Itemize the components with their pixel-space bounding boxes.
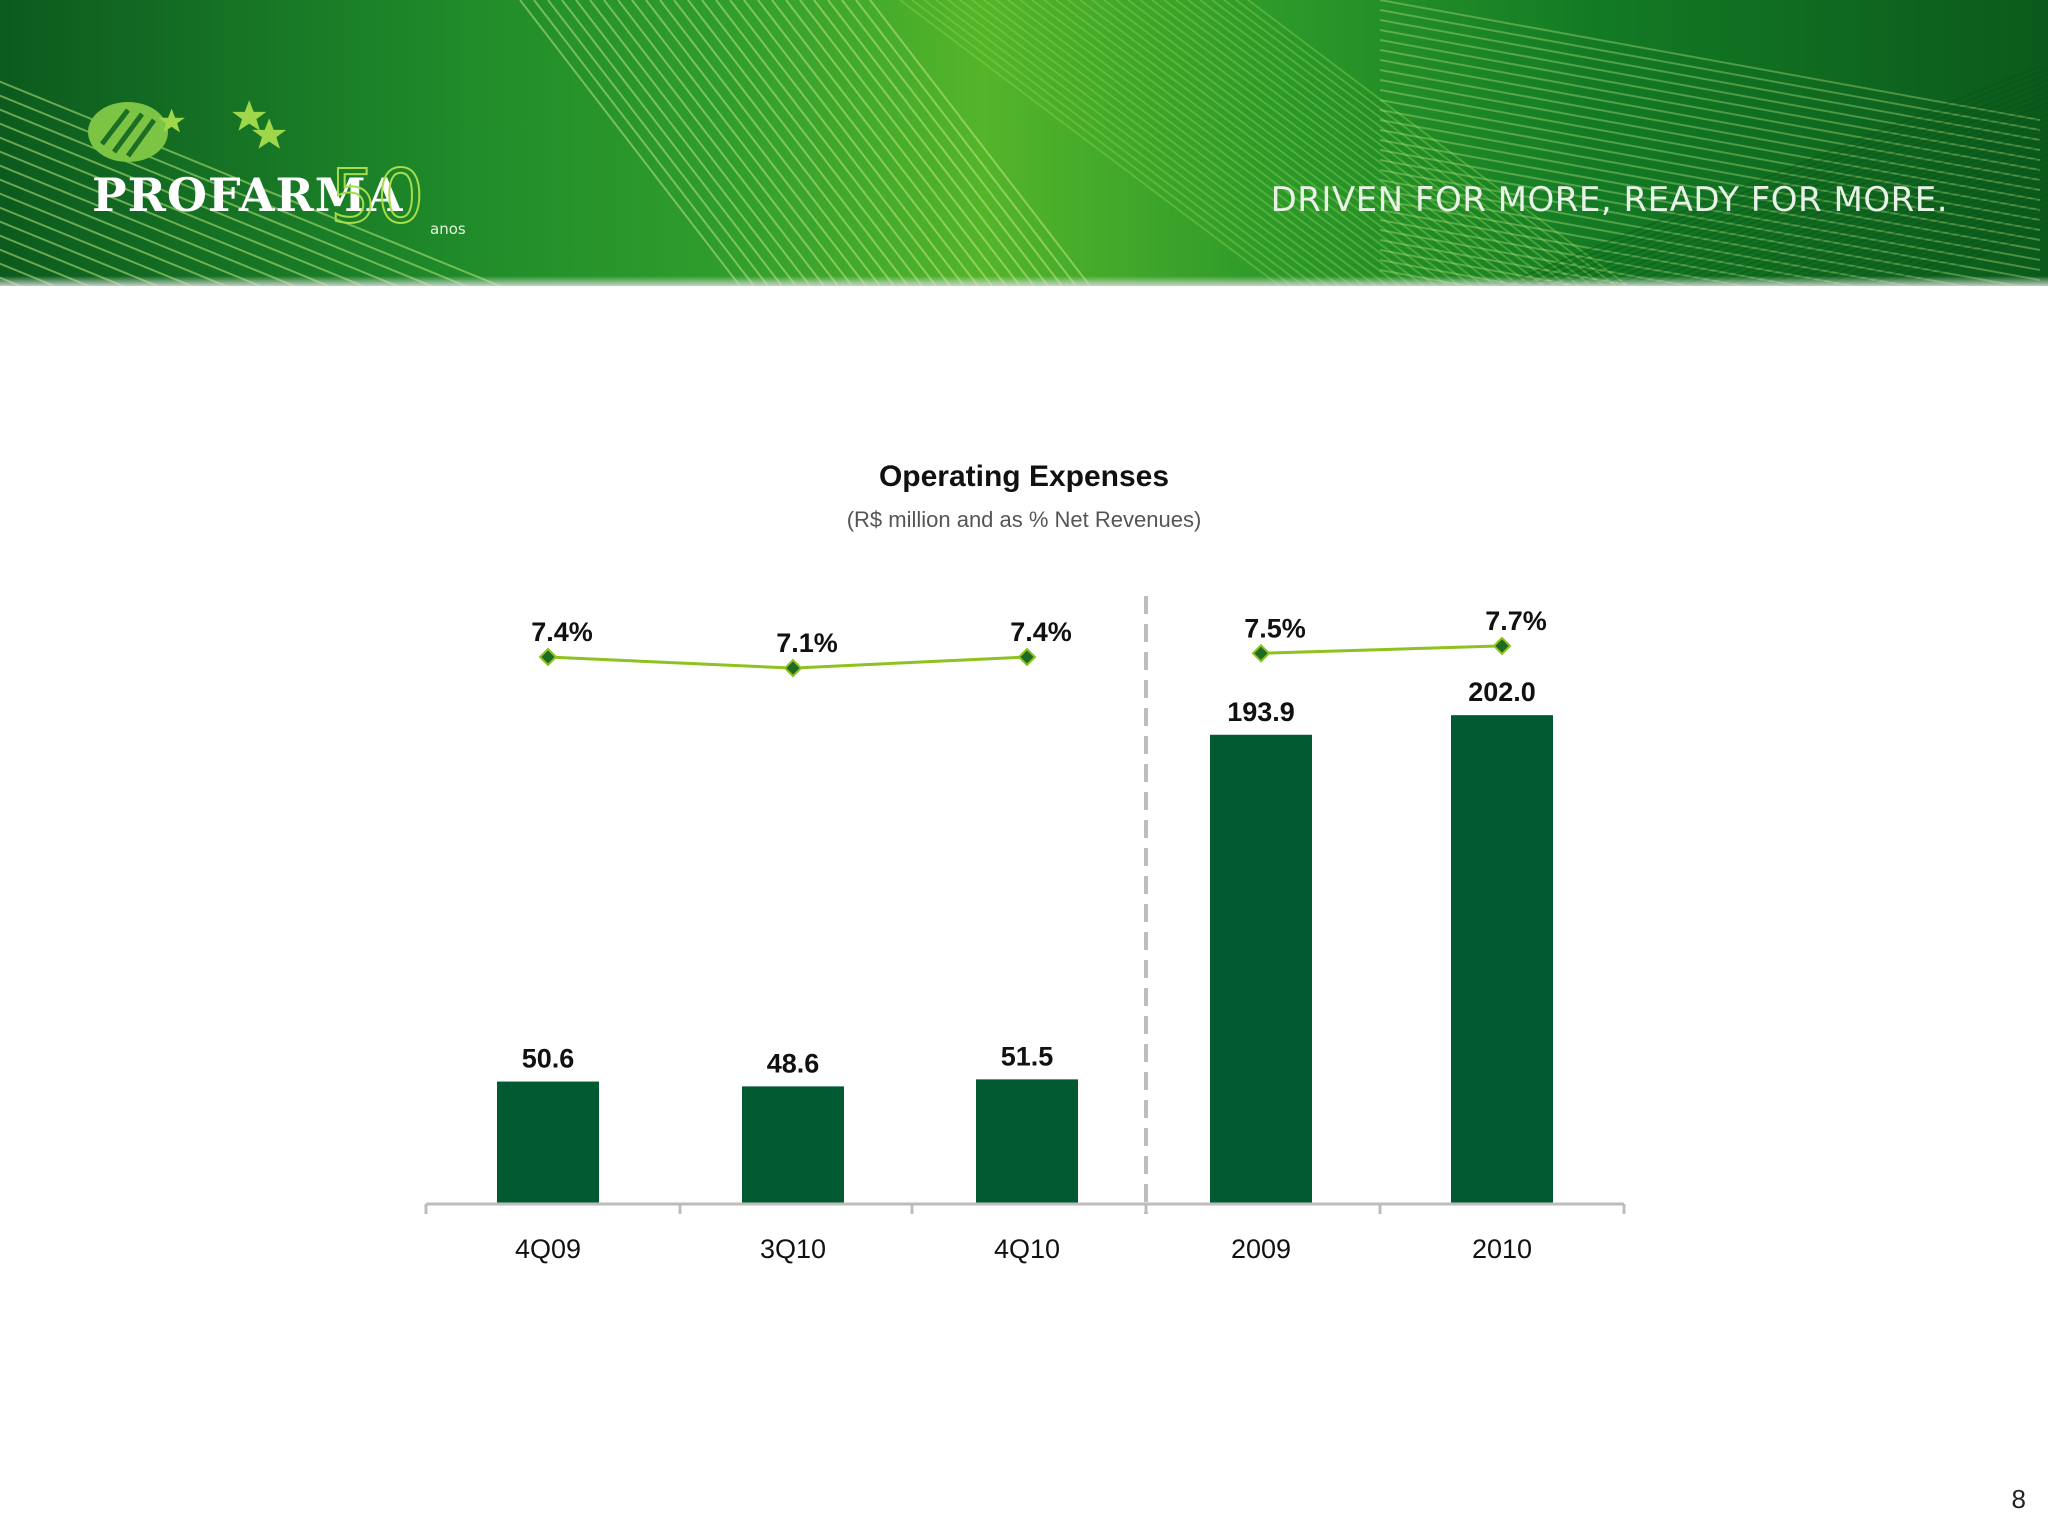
bar-3Q10	[742, 1086, 844, 1204]
bar-2009	[1210, 734, 1312, 1204]
percent-marker-2010	[1492, 636, 1512, 656]
x-tick-label-4Q10: 4Q10	[994, 1234, 1060, 1264]
bar-value-label-4Q09: 50.6	[522, 1044, 575, 1074]
percent-marker-4Q10	[1017, 647, 1037, 667]
logo-emblem-icon	[88, 100, 287, 162]
chart-subtitle: (R$ million and as % Net Revenues)	[846, 507, 1202, 532]
logo-anniversary-number: 50	[329, 154, 425, 240]
percent-label-4Q09: 7.4%	[531, 617, 593, 647]
bar-value-label-2009: 193.9	[1227, 697, 1295, 727]
bar-value-label-4Q10: 51.5	[1001, 1041, 1054, 1071]
percent-label-3Q10: 7.1%	[776, 628, 838, 658]
percent-line-segment-1	[1260, 644, 1503, 655]
logo-wordmark: PROFARMA	[92, 168, 404, 222]
bar-2010	[1451, 715, 1553, 1204]
percent-label-2009: 7.5%	[1244, 613, 1306, 643]
percent-marker-3Q10	[783, 658, 803, 678]
x-tick-label-2009: 2009	[1231, 1234, 1291, 1264]
banner-background-art	[0, 0, 2048, 286]
x-tick-label-3Q10: 3Q10	[760, 1234, 826, 1264]
header-banner: PROFARMA 50 anos DRIVEN FOR MORE, READY …	[0, 0, 2048, 286]
percent-label-4Q10: 7.4%	[1010, 617, 1072, 647]
tagline: DRIVEN FOR MORE, READY FOR MORE.	[1270, 180, 1948, 220]
bar-4Q09	[497, 1081, 599, 1204]
logo-anniversary-word: anos	[430, 220, 466, 238]
bar-value-label-3Q10: 48.6	[767, 1048, 820, 1078]
bar-4Q10	[976, 1079, 1078, 1204]
bar-value-label-2010: 202.0	[1468, 677, 1536, 707]
x-tick-label-4Q09: 4Q09	[515, 1234, 581, 1264]
x-tick-label-2010: 2010	[1472, 1234, 1532, 1264]
chart-title: Operating Expenses	[878, 460, 1170, 493]
profarma-logo: PROFARMA 50 anos	[88, 96, 488, 256]
banner-bottom-shade	[0, 276, 2048, 286]
percent-label-2010: 7.7%	[1485, 606, 1547, 636]
page-number: 8	[2011, 1484, 2026, 1514]
percent-marker-2009	[1251, 643, 1271, 663]
percent-marker-4Q09	[538, 647, 558, 667]
